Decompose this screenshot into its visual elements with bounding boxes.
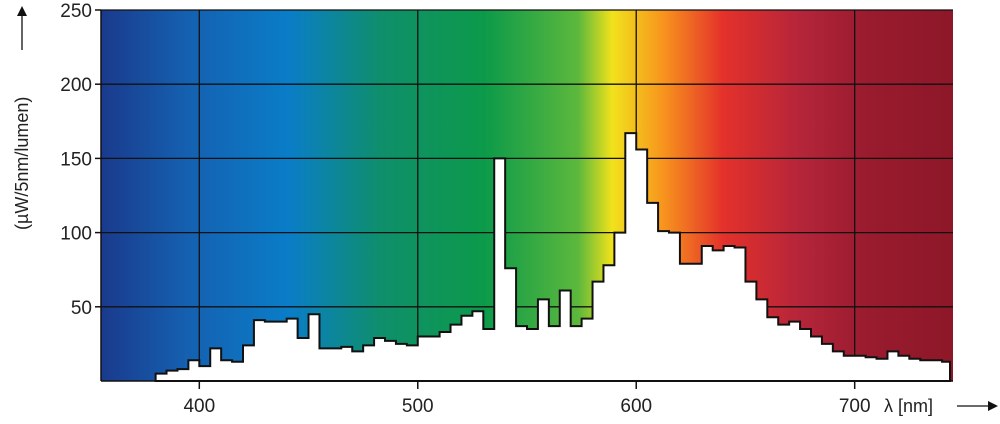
x-tick-label: 400 <box>183 396 215 417</box>
axes: 400 500 600 700 50 100 150 200 250 λ [nm] (µW/5nm/… <box>12 1 998 417</box>
y-tick-label: 50 <box>71 298 92 319</box>
x-tick-label: 600 <box>620 396 652 417</box>
y-axis-arrowhead-icon <box>17 6 27 16</box>
y-tick-label: 200 <box>60 75 92 96</box>
plot-area <box>101 9 953 382</box>
spectral-distribution-series <box>154 132 951 382</box>
spectrum-background <box>101 10 953 381</box>
y-tick-label: 100 <box>60 224 92 245</box>
x-tick-label: 500 <box>402 396 434 417</box>
y-tick-label: 250 <box>60 1 92 22</box>
x-tick-label: 700 <box>839 396 871 417</box>
x-axis-label: λ [nm] <box>884 396 933 416</box>
y-tick-label: 150 <box>60 149 92 170</box>
y-axis-label: (µW/5nm/lumen) <box>12 97 32 230</box>
x-axis-arrowhead-icon <box>988 401 998 411</box>
